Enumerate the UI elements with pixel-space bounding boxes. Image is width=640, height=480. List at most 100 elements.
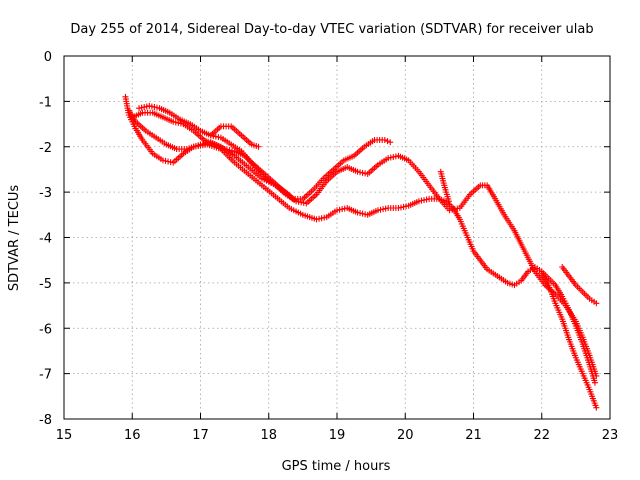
data-point	[385, 155, 392, 162]
data-point	[138, 104, 145, 111]
x-tick-label: 18	[260, 428, 277, 443]
data-point	[421, 197, 428, 204]
data-point	[200, 140, 207, 147]
data-point	[153, 104, 160, 111]
series-track-h	[538, 270, 600, 411]
data-point	[172, 119, 179, 126]
data-point	[321, 214, 328, 221]
data-point	[165, 158, 172, 165]
data-point	[226, 147, 233, 154]
data-point	[374, 207, 381, 214]
data-point	[313, 216, 320, 223]
series-track-e	[207, 123, 262, 150]
data-point	[382, 205, 389, 212]
data-point	[359, 210, 366, 217]
data-point	[384, 138, 391, 145]
data-point	[146, 102, 153, 109]
x-tick-label: 20	[397, 428, 414, 443]
x-tick-label: 22	[533, 428, 550, 443]
data-point	[390, 153, 397, 160]
data-point	[454, 205, 461, 212]
data-point	[151, 104, 158, 111]
axis-ticks: 15 16 17 18 19 20 21 22 23 0 -1 -2 -3 -4 -5 -6 -7 -8	[39, 50, 618, 443]
data-point	[387, 154, 394, 161]
data-points	[122, 93, 600, 411]
data-point	[380, 206, 387, 213]
x-tick-label: 17	[192, 428, 209, 443]
data-point	[177, 120, 184, 127]
data-point	[167, 159, 174, 166]
series-track-b	[125, 107, 600, 379]
data-point	[418, 197, 425, 204]
data-point	[446, 207, 453, 214]
data-point	[591, 379, 598, 386]
data-point	[148, 103, 155, 110]
series-track-g	[559, 263, 600, 307]
data-point	[593, 404, 600, 411]
y-tick-label: -1	[39, 95, 52, 110]
data-point	[212, 133, 219, 140]
data-point	[377, 206, 384, 213]
series-track-f	[437, 168, 452, 205]
y-tick-label: -7	[39, 368, 52, 383]
data-point	[136, 105, 143, 112]
data-point	[215, 134, 222, 141]
data-point	[387, 139, 394, 146]
data-point	[362, 170, 369, 177]
y-tick-label: -5	[39, 277, 52, 292]
data-point	[395, 205, 402, 212]
data-point	[593, 372, 600, 379]
x-tick-label: 21	[465, 428, 482, 443]
data-point	[449, 206, 456, 213]
y-tick-label: -3	[39, 186, 52, 201]
data-point	[415, 198, 422, 205]
data-point	[175, 119, 182, 126]
data-point	[381, 136, 388, 143]
data-point	[339, 206, 346, 213]
x-tick-label: 23	[602, 428, 619, 443]
data-point	[293, 198, 300, 205]
data-point	[318, 215, 325, 222]
data-point	[357, 169, 364, 176]
data-point	[221, 146, 228, 153]
data-point	[162, 157, 169, 164]
data-point	[159, 157, 166, 164]
y-axis-label: SDTVAR / TECUs	[7, 185, 22, 292]
x-axis-label: GPS time / hours	[282, 459, 391, 474]
plot-frame	[63, 55, 611, 420]
series-track-d	[129, 109, 300, 205]
grid	[64, 56, 610, 419]
data-point	[354, 168, 361, 175]
data-point	[298, 199, 305, 206]
data-point	[255, 143, 262, 150]
data-point	[423, 196, 430, 203]
data-point	[451, 206, 458, 213]
data-point	[445, 198, 452, 205]
data-point	[170, 118, 177, 125]
data-point	[400, 203, 407, 210]
data-point	[354, 209, 361, 216]
y-tick-label: -2	[39, 141, 52, 156]
x-tick-label: 19	[329, 428, 346, 443]
y-tick-label: -4	[39, 232, 52, 247]
y-tick-label: -6	[39, 322, 52, 337]
series-track-a	[122, 93, 598, 386]
data-point	[197, 141, 204, 148]
data-point	[336, 206, 343, 213]
chart-title: Day 255 of 2014, Sidereal Day-to-day VTE…	[70, 22, 593, 37]
data-point	[359, 169, 366, 176]
y-tick-label: 0	[44, 50, 52, 65]
data-point	[593, 300, 600, 307]
x-tick-label: 16	[124, 428, 141, 443]
data-point	[357, 210, 364, 217]
data-point	[229, 147, 236, 154]
data-point	[223, 146, 230, 153]
data-point	[300, 199, 307, 206]
data-point	[143, 103, 150, 110]
data-point	[141, 104, 148, 111]
data-point	[403, 203, 410, 210]
y-tick-label: -8	[39, 413, 52, 428]
x-tick-label: 15	[56, 428, 73, 443]
data-point	[334, 207, 340, 214]
